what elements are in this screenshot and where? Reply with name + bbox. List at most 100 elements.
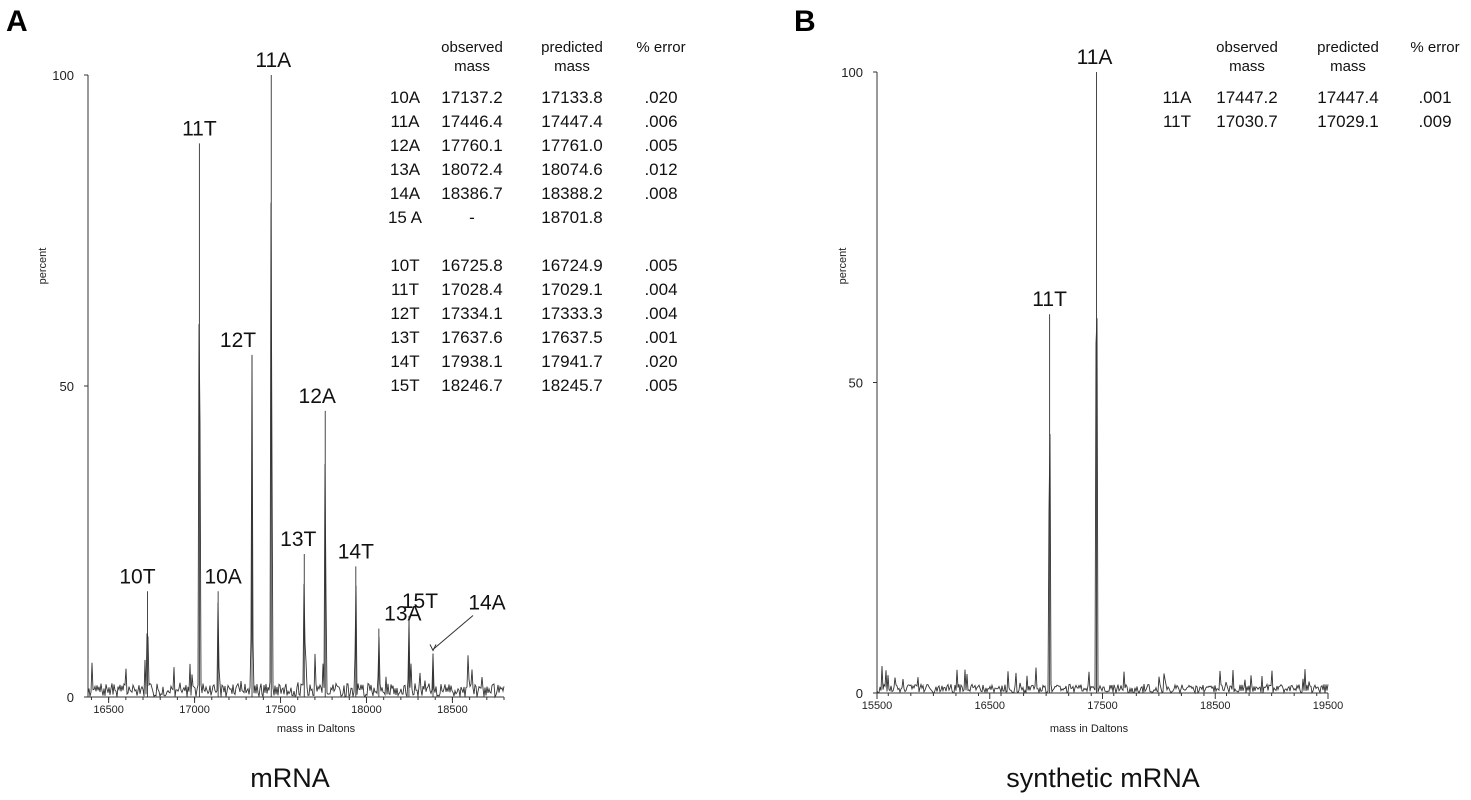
panel-b-x-tick-label: 19500 (1313, 700, 1344, 712)
panel-a-table-cell: 12T (390, 304, 419, 323)
panel-a-table-header: predicted (541, 39, 603, 56)
panel-a-table-cell: 17760.1 (441, 136, 502, 155)
panel-a-caption: mRNA (250, 763, 330, 793)
panel-b-y-axis-label: percent (837, 248, 849, 285)
panel-a-table-header: observed (441, 39, 503, 56)
panel-a-x-tick-label: 17500 (265, 704, 296, 716)
panel-a-table-cell: 17447.4 (541, 112, 602, 131)
panel-b-table-cell: 17030.7 (1216, 112, 1277, 131)
panel-a-table-cell: 12A (390, 136, 421, 155)
panel-a-pointer-arrowhead (429, 644, 437, 652)
panel-b-table-cell: 11A (1163, 88, 1193, 107)
panel-a-table-cell: 14A (390, 184, 421, 203)
panel-a-peak-label-14a: 14A (468, 591, 505, 614)
panel-b-letter: B (794, 5, 816, 38)
panel-a-table-cell: .005 (644, 376, 677, 395)
panel-a-table-cell: .020 (644, 352, 677, 371)
panel-a-table-cell: 10A (390, 88, 421, 107)
panel-a-spectrum-trace (87, 202, 505, 699)
panel-b-table-cell: 17029.1 (1317, 112, 1378, 131)
panel-a-table-cell: 16724.9 (541, 256, 602, 275)
panel-b-table-cell: 17447.2 (1216, 88, 1277, 107)
panel-a-table-cell: 17446.4 (441, 112, 502, 131)
panel-a-table-header: mass (554, 58, 590, 75)
panel-a-table-cell: 17637.5 (541, 328, 602, 347)
panel-a-table-cell: 18386.7 (441, 184, 502, 203)
panel-a-table-cell: 17028.4 (441, 280, 502, 299)
panel-a-table-cell: 18246.7 (441, 376, 502, 395)
panel-a-table-cell: 11A (391, 112, 421, 131)
panel-a-table-cell: .004 (644, 304, 677, 323)
panel-b-table-cell: 11T (1163, 112, 1191, 131)
panel-a-x-tick-label: 18000 (351, 704, 382, 716)
panel-a-table-cell: .012 (644, 160, 677, 179)
panel-a-y-axis-label: percent (37, 248, 49, 285)
panel-a-table-cell: 13A (390, 160, 421, 179)
panel-b-mass-table: observed mass predicted mass % error 11A 17447… (1163, 39, 1460, 131)
panel-a-mass-table: observed mass predicted mass % error 10A 17137… (388, 39, 686, 395)
panel-a-table-cell: 17333.3 (541, 304, 602, 323)
panel-a-x-tick-label: 18500 (437, 704, 468, 716)
panel-b-x-tick-label: 17500 (1087, 700, 1118, 712)
panel-a-table-cell: .020 (644, 88, 677, 107)
panel-a-table-cell: 17938.1 (441, 352, 502, 371)
panel-a-table-cell: 15 A (388, 208, 423, 227)
panel-a-table-cell: 17029.1 (541, 280, 602, 299)
panel-b-table-cell: .009 (1418, 112, 1451, 131)
panel-a-peak-label-10a: 10A (204, 565, 241, 588)
panel-a-table-cell: 16725.8 (441, 256, 502, 275)
panel-b-table-header: observed (1216, 39, 1278, 56)
panel-a-peak-label-14t: 14T (338, 540, 374, 563)
panel-b-table-header: % error (1410, 39, 1459, 56)
panel-a-table-cell: .005 (644, 256, 677, 275)
panel-b: B percent mass in Daltons synthetic mRNA… (794, 5, 1460, 793)
panel-b-table-cell: .001 (1418, 88, 1451, 107)
panel-a-table-cell: 11T (391, 280, 419, 299)
panel-a-peak-label-12t: 12T (220, 329, 256, 352)
panel-a-table-cell: - (469, 208, 475, 227)
panel-a-table-cell: 15T (390, 376, 419, 395)
panel-a-table-cell: 18074.6 (541, 160, 602, 179)
panel-b-y-tick-label: 0 (856, 686, 863, 701)
panel-b-peak-label-11t: 11T (1032, 288, 1067, 311)
panel-b-caption: synthetic mRNA (1006, 763, 1200, 793)
panel-a-peak-label-11t: 11T (182, 117, 217, 140)
panel-a-table-cell: 18388.2 (541, 184, 602, 203)
panel-b-x-tick-label: 15500 (862, 700, 893, 712)
panel-a-table-cell: 14T (390, 352, 419, 371)
panel-a-table-cell: 17133.8 (541, 88, 602, 107)
panel-a-table-cell: 13T (390, 328, 419, 347)
panel-a-y-tick-label: 50 (60, 379, 74, 394)
panel-a-x-axis-label: mass in Daltons (277, 723, 356, 735)
panel-a-table-header: % error (636, 39, 685, 56)
panel-b-table-header: predicted (1317, 39, 1379, 56)
panel-b-table-cell: 17447.4 (1317, 88, 1378, 107)
panel-b-y-tick-label: 100 (841, 65, 863, 80)
panel-a-table-cell: .008 (644, 184, 677, 203)
panel-a-table-cell: 17941.7 (541, 352, 602, 371)
panel-a-table-header: mass (454, 58, 490, 75)
panel-a-table-cell: 17637.6 (441, 328, 502, 347)
panel-a-peak-label-13t: 13T (280, 528, 316, 551)
panel-a-peak-label-10t: 10T (119, 565, 155, 588)
panel-a-y-tick-label: 0 (67, 690, 74, 705)
panel-b-spectrum-trace (876, 318, 1329, 695)
panel-a-peak-label-15t: 15T (402, 590, 438, 613)
panel-a-y-tick-label: 100 (52, 68, 74, 83)
panel-a-peak-label-11a: 11A (255, 49, 291, 72)
panel-a-table-cell: 17761.0 (541, 136, 602, 155)
panel-a-table-cell: .004 (644, 280, 677, 299)
panel-a-letter: A (6, 5, 28, 38)
panel-b-y-tick-label: 50 (849, 376, 863, 391)
panel-a-x-tick-label: 16500 (93, 704, 124, 716)
panel-a-peak-label-13a: 13A (384, 603, 421, 626)
panel-a-table-cell: 18245.7 (541, 376, 602, 395)
panel-a-table-cell: 18701.8 (541, 208, 602, 227)
panel-a-table-cell: .006 (644, 112, 677, 131)
panel-b-peak-label-11a: 11A (1077, 46, 1113, 69)
panel-a-table-cell: .005 (644, 136, 677, 155)
panel-a-table-cell: 10T (390, 256, 419, 275)
panel-a-peak-label-12a: 12A (299, 385, 336, 408)
panel-b-x-tick-label: 18500 (1200, 700, 1231, 712)
